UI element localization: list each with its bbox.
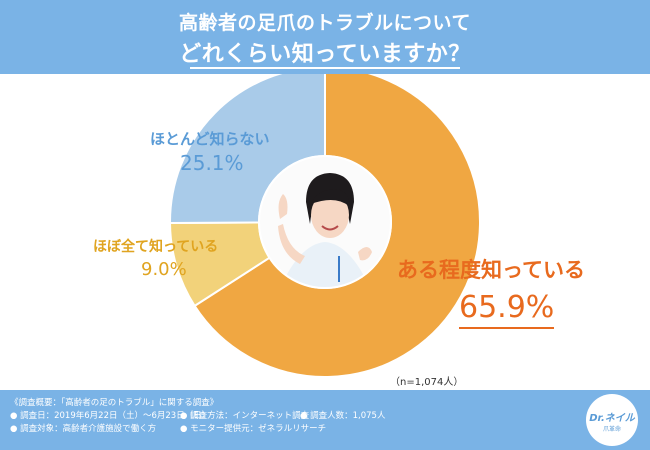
footer-survey-provider: ● モニター提供元：ゼネラルリサーチ: [180, 424, 327, 434]
slice-label-hobo-subete: ほぼ全て知っている: [93, 239, 219, 255]
survey-footer: 《調査概要：「高齢者の足のトラブル」に関する調査》 ● 調査日：2019年6月2…: [0, 390, 650, 450]
dr-nail-logo: Dr.ネイル 爪革命: [586, 394, 638, 446]
slice-label-hotondo: ほとんど知らない: [150, 130, 270, 148]
title-line-2: どれくらい知っていますか？: [179, 42, 471, 67]
footer-survey-target: ● 調査対象：高齢者介護施設で働く方: [10, 424, 157, 434]
slice-value-aru-teido: 65.9%: [459, 290, 555, 329]
slice-value-hotondo: 25.1%: [180, 151, 244, 175]
slice-label-aru-teido: ある程度知っている: [397, 258, 585, 282]
slice-value-hobo-subete: 9.0%: [141, 259, 187, 280]
donut-slices: [168, 74, 481, 378]
chart-area: ほとんど知らない 25.1% ほぼ全て知っている 9.0% ある程度知っている …: [0, 74, 650, 390]
title-line-1: 高齢者の足爪のトラブルについて: [179, 12, 471, 34]
label-hotondo: ほとんど知らない 25.1%: [150, 128, 270, 175]
label-hobo-subete: ほぼ全て知っている 9.0%: [93, 236, 218, 280]
footer-survey-title: 《調査概要：「高齢者の足のトラブル」に関する調査》: [10, 398, 219, 408]
label-aru-teido: ある程度知っている 65.9%: [397, 254, 585, 329]
sample-size-note: （n=1,074人）: [390, 377, 464, 388]
logo-text: Dr.ネイル: [589, 413, 635, 424]
title-underline: [190, 67, 460, 69]
donut-chart: [168, 74, 481, 378]
logo-subtext: 爪革命: [602, 426, 621, 433]
footer-survey-count: ● 調査人数：1,075人: [300, 411, 386, 421]
footer-survey-date: ● 調査日：2019年6月22日（土）～6月23日（日）: [10, 411, 211, 421]
person-illustration: [260, 157, 390, 287]
footer-survey-method: ● 調査方法：インターネット調査: [180, 411, 310, 421]
title-banner: 高齢者の足爪のトラブルについて どれくらい知っていますか？: [0, 0, 650, 74]
